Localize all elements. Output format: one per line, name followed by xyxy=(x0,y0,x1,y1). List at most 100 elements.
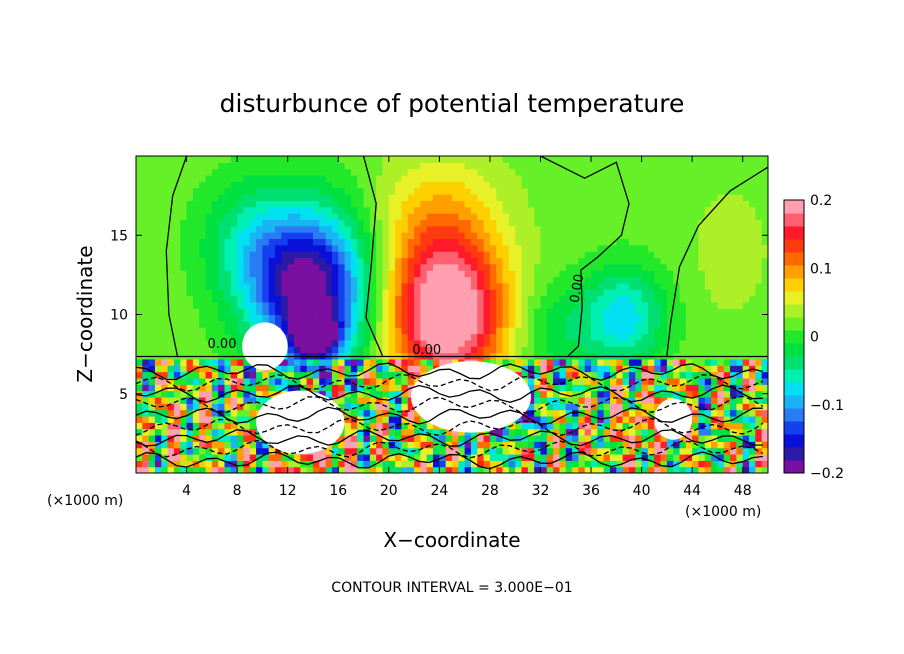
heatmap-cell xyxy=(654,441,662,449)
heatmap-cell xyxy=(407,200,415,208)
heatmap-cell xyxy=(502,200,510,208)
heatmap-cell xyxy=(186,194,194,201)
heatmap-cell xyxy=(610,409,617,417)
heatmap-cell xyxy=(243,251,251,259)
heatmap-cell xyxy=(730,339,737,347)
heatmap-cell xyxy=(167,390,175,398)
heatmap-cell xyxy=(294,257,301,265)
heatmap-cell xyxy=(673,377,681,385)
heatmap-cell xyxy=(572,213,579,220)
heatmap-cell xyxy=(243,415,251,423)
heatmap-cell xyxy=(572,270,579,278)
heatmap-cell xyxy=(692,327,700,335)
heatmap-cell xyxy=(647,308,655,316)
heatmap-cell xyxy=(363,175,371,182)
heatmap-cell xyxy=(275,377,282,385)
heatmap-cell xyxy=(363,289,371,297)
heatmap-cell xyxy=(319,213,327,220)
heatmap-cell xyxy=(628,232,636,240)
heatmap-cell xyxy=(622,390,630,398)
heatmap-cell xyxy=(376,371,384,379)
heatmap-cell xyxy=(325,213,333,220)
heatmap-cell xyxy=(736,225,744,233)
heatmap-cell xyxy=(635,308,643,316)
heatmap-cell xyxy=(268,295,276,303)
heatmap-cell xyxy=(591,422,598,430)
heatmap-cell xyxy=(275,232,282,240)
heatmap-cell xyxy=(300,251,308,259)
heatmap-cell xyxy=(148,213,156,220)
heatmap-cell xyxy=(489,308,497,316)
heatmap-cell xyxy=(616,206,624,214)
heatmap-cell xyxy=(199,409,207,417)
heatmap-cell xyxy=(154,384,162,392)
heatmap-cell xyxy=(262,384,270,392)
heatmap-cell xyxy=(439,320,447,328)
heatmap-cell xyxy=(673,466,681,473)
heatmap-cell xyxy=(496,232,504,240)
heatmap-cell xyxy=(224,308,232,316)
heatmap-cell xyxy=(344,327,352,335)
heatmap-cell xyxy=(641,384,649,392)
heatmap-cell xyxy=(192,327,200,335)
heatmap-cell xyxy=(420,453,428,461)
heatmap-cell xyxy=(559,384,567,392)
heatmap-cell xyxy=(376,453,384,461)
heatmap-cell xyxy=(369,447,377,455)
heatmap-cell xyxy=(388,168,396,176)
heatmap-cell xyxy=(331,447,339,455)
heatmap-cell xyxy=(211,327,219,335)
heatmap-cell xyxy=(660,377,668,385)
heatmap-cell xyxy=(344,162,352,170)
heatmap-cell xyxy=(527,314,535,322)
heatmap-cell xyxy=(660,289,668,297)
heatmap-cell xyxy=(761,447,768,455)
heatmap-cell xyxy=(654,314,662,322)
heatmap-cell xyxy=(344,346,352,354)
heatmap-cell xyxy=(464,434,472,442)
heatmap-cell xyxy=(407,409,415,417)
heatmap-cell xyxy=(376,244,384,252)
heatmap-cell xyxy=(458,466,466,473)
heatmap-cell xyxy=(192,213,200,220)
heatmap-cell xyxy=(458,314,466,322)
heatmap-cell xyxy=(730,168,737,176)
heatmap-cell xyxy=(281,314,289,322)
heatmap-cell xyxy=(666,453,674,461)
heatmap-cell xyxy=(338,175,346,182)
heatmap-cell xyxy=(192,441,200,449)
heatmap-cell xyxy=(167,175,175,182)
heatmap-cell xyxy=(692,308,700,316)
heatmap-cell xyxy=(521,257,529,265)
heatmap-cell xyxy=(268,162,276,170)
heatmap-cell xyxy=(154,282,162,290)
heatmap-cell xyxy=(180,377,188,385)
heatmap-cell xyxy=(496,308,504,316)
heatmap-cell xyxy=(211,251,219,259)
heatmap-cell xyxy=(211,162,219,170)
heatmap-cell xyxy=(483,270,491,278)
heatmap-cell xyxy=(136,415,143,423)
heatmap-cell xyxy=(717,276,725,284)
heatmap-cell xyxy=(470,156,478,163)
heatmap-cell xyxy=(698,181,706,189)
heatmap-cell xyxy=(306,384,314,392)
heatmap-cell xyxy=(205,263,213,271)
heatmap-cell xyxy=(357,358,365,366)
heatmap-cell xyxy=(319,365,327,373)
heatmap-cell xyxy=(742,238,750,246)
heatmap-cell xyxy=(395,263,403,271)
heatmap-cell xyxy=(660,187,668,195)
heatmap-cell xyxy=(173,156,181,163)
heatmap-cell xyxy=(369,339,377,347)
heatmap-cell xyxy=(647,327,655,335)
heatmap-cell xyxy=(666,377,674,385)
heatmap-cell xyxy=(717,156,725,163)
heatmap-cell xyxy=(647,396,655,404)
heatmap-cell xyxy=(679,371,687,379)
heatmap-cell xyxy=(559,447,567,455)
heatmap-cell xyxy=(546,346,554,354)
heatmap-cell xyxy=(698,276,706,284)
heatmap-cell xyxy=(344,371,352,379)
heatmap-cell xyxy=(344,289,352,297)
